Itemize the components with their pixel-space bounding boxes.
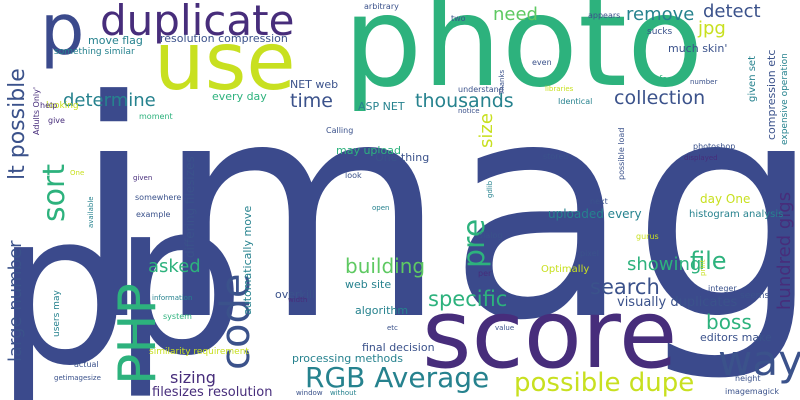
word-similarity-requirement: similarity requirement: [149, 348, 249, 357]
word-number: number: [690, 79, 717, 86]
word-identical: Identical: [558, 98, 592, 106]
word-building: building: [345, 256, 425, 276]
word-print: print: [700, 260, 707, 276]
word-information: information: [152, 295, 192, 302]
word-gdlib: gdlib: [487, 181, 494, 198]
word-lt-possible: lt possible: [7, 68, 29, 180]
word-width: width: [288, 297, 307, 304]
word-possible-load: possible load: [618, 128, 626, 180]
word-visually-duplicates: visually duplicates: [617, 296, 737, 309]
word-calling: Calling: [326, 127, 353, 135]
word-pre: pre: [460, 219, 490, 268]
word-understand: understand: [458, 86, 504, 94]
word-resolution-compression: resolution compression: [160, 33, 288, 44]
word-given-set: given set: [748, 56, 758, 102]
word-per: per: [478, 270, 491, 278]
word-imagemagick: imagemagick: [725, 388, 779, 396]
word-gurus: gurus: [636, 233, 659, 241]
word-boss: boss: [706, 312, 752, 332]
word-fast: fast: [659, 76, 676, 85]
word-notice: notice: [458, 108, 480, 115]
word-one-thing: One thing: [375, 152, 429, 163]
word-possible-dupe: possible dupe: [514, 370, 694, 396]
word-next: next: [590, 198, 608, 206]
word-optimally: Optimally: [541, 265, 589, 275]
word-pixel: pixel: [580, 250, 599, 258]
word-collection: collection: [614, 89, 705, 108]
word-appears: appears: [588, 12, 620, 20]
word-system: system: [163, 313, 192, 321]
word-histogram-analysis: histogram analysis: [689, 210, 783, 220]
word-differing-filesizes: differing filesizes: [184, 156, 196, 258]
word-value: value: [495, 325, 514, 332]
word-somewhere: somewhere: [135, 194, 181, 202]
word-jpg: jpg: [698, 20, 726, 38]
word-integer: integer: [708, 285, 737, 293]
word-example: example: [136, 211, 170, 219]
word-specific: specific: [428, 289, 507, 310]
word-web-site: web site: [345, 279, 391, 290]
word-sizing: sizing: [170, 370, 216, 386]
word-something-similar: something similar: [54, 48, 135, 57]
word-sort: sort: [40, 164, 70, 222]
word-photoshop: photoshop: [693, 143, 735, 151]
word-given: given: [133, 175, 152, 182]
word-large-number: large number: [7, 240, 25, 362]
word-etc: etc: [387, 325, 398, 332]
word-uploaded-every: uploaded every: [548, 208, 642, 220]
word-seems: seems: [740, 292, 769, 301]
word-move-flag: move flag: [88, 35, 143, 46]
word-editors-make: editors make: [700, 332, 772, 343]
word-every-day: every day: [212, 91, 267, 102]
word-rgb-average: RGB Average: [305, 364, 489, 392]
word-much-skin: much skin': [668, 43, 727, 54]
word-two: two: [451, 15, 466, 23]
word-day-one: day One: [700, 193, 750, 205]
word-asked: asked: [148, 258, 201, 276]
word-look: look: [345, 172, 362, 180]
word-one-small: One: [70, 170, 84, 177]
word-adults-only: Adults Only': [33, 87, 41, 135]
word-processing-methods: processing methods: [292, 353, 403, 364]
word-filesizes-resolution: filesizes resolution: [152, 386, 272, 399]
word-showing: showing: [627, 256, 701, 274]
word-libraries: libraries: [545, 86, 573, 93]
word-available: available: [88, 196, 95, 228]
word-even: even: [532, 59, 552, 67]
word-open: open: [372, 205, 389, 212]
word-net-web: NET web: [290, 79, 338, 90]
word-help: help: [40, 102, 57, 110]
word-compression-etc: compression etc: [766, 50, 777, 140]
word-expensive-operation: expensive operation: [781, 53, 790, 145]
word-automatically-move: automatically move: [242, 206, 253, 315]
word-give: give: [48, 117, 65, 125]
word-users-may: users may: [53, 290, 62, 337]
word-height: height: [735, 375, 761, 383]
word-window: window: [296, 390, 323, 397]
word-remove: remove: [626, 6, 694, 24]
word-displayed: displayed: [684, 155, 718, 162]
word-sucks: sucks: [647, 28, 672, 37]
word-without: without: [330, 390, 356, 397]
word-need: need: [493, 6, 538, 24]
word-moment: moment: [139, 113, 173, 121]
word-time: time: [290, 92, 333, 111]
word-size: size: [478, 113, 496, 148]
word-asp-net: ASP NET: [358, 101, 405, 112]
word-actual: actual: [74, 361, 99, 369]
word-arbitrary: arbitrary: [364, 3, 399, 11]
word-dialog: dialog: [478, 232, 502, 240]
word-algorithm: algorithm: [355, 305, 408, 316]
word-stored: stored: [543, 153, 568, 161]
word-getimagesize: getimagesize: [54, 375, 101, 382]
